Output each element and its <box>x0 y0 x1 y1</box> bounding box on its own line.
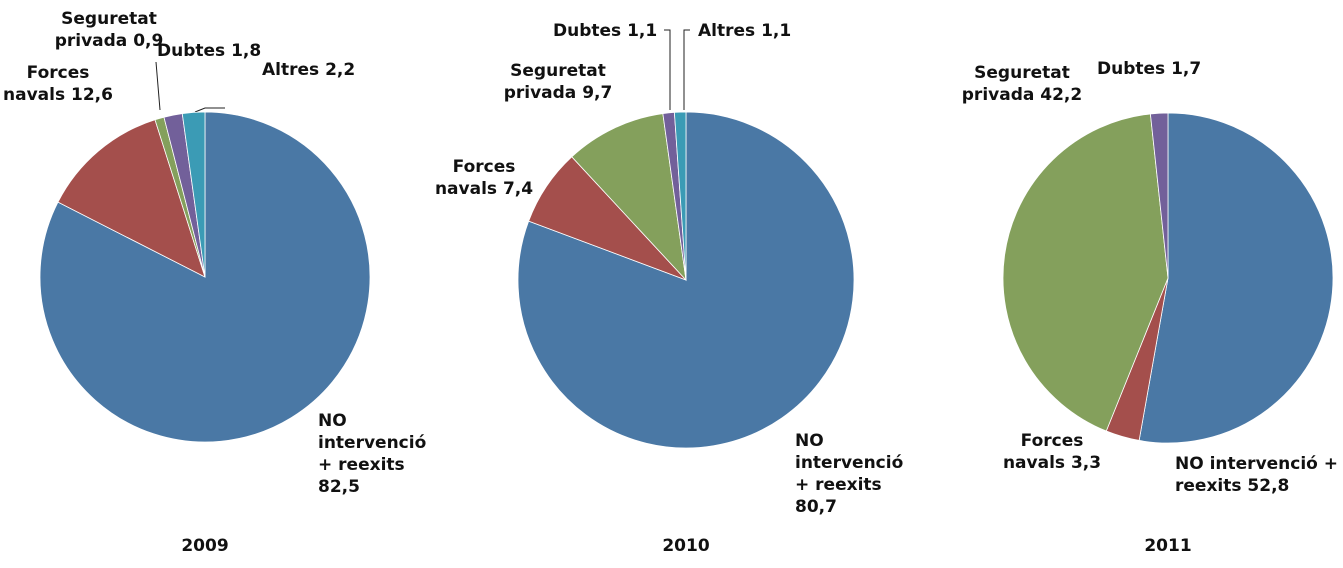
slice-label: Dubtes 1,7 <box>1097 58 1207 80</box>
slice-label: Forces navals 7,4 <box>428 156 540 200</box>
slice-value: 2,2 <box>325 60 356 80</box>
slice-category: Dubtes <box>157 41 226 61</box>
slice-label: Forces navals 12,6 <box>2 62 114 106</box>
slice-label: Seguretat privada 42,2 <box>954 62 1090 106</box>
leader-line <box>664 29 671 110</box>
slice-value: 52,8 <box>1247 476 1290 496</box>
slice-value: 0,9 <box>133 31 164 51</box>
pie-slice <box>1002 113 1169 432</box>
slice-value: 1,1 <box>627 21 658 41</box>
slice-label: NO intervenció + reexits 80,7 <box>795 430 903 518</box>
pie-slice <box>571 113 687 282</box>
slice-category: Seguretat privada <box>961 63 1070 105</box>
pie-slice <box>673 111 687 281</box>
slice-value: 1,8 <box>231 41 262 61</box>
slice-value: 1,1 <box>761 21 792 41</box>
slice-category: Dubtes <box>553 21 622 41</box>
slice-category: Seguretat privada <box>503 61 606 103</box>
slice-category: Dubtes <box>1097 59 1166 79</box>
leader-line <box>194 107 225 113</box>
chart-title: 2009 <box>181 536 229 556</box>
slice-label: Dubtes 1,1 <box>553 20 663 42</box>
slice-category: Forces navals <box>1002 431 1084 473</box>
slice-label: Seguretat privada 0,9 <box>50 8 168 52</box>
slice-category: NO intervenció + reexits <box>1175 454 1339 496</box>
chart-title: 2011 <box>1144 536 1192 556</box>
slice-category: Altres <box>698 21 756 41</box>
slice-category: NO intervenció + reexits <box>318 411 427 475</box>
pie-slice <box>1149 112 1169 279</box>
leader-lines <box>155 29 690 113</box>
slice-category: Forces navals <box>3 63 90 105</box>
slice-value: 9,7 <box>582 83 613 103</box>
slice-category: Forces navals <box>434 157 516 199</box>
slice-label: Altres 1,1 <box>698 20 808 42</box>
slice-value: 7,4 <box>502 179 534 199</box>
leader-line <box>683 29 690 110</box>
slice-label: Dubtes 1,8 <box>157 40 277 62</box>
slice-value: 80,7 <box>795 497 837 517</box>
slice-value: 1,7 <box>1171 59 1202 79</box>
slice-label: Seguretat privada 9,7 <box>496 60 620 104</box>
slice-category: NO intervenció + reexits <box>795 431 904 495</box>
slice-label: Altres 2,2 <box>262 59 382 81</box>
slice-label: NO intervenció + reexits 52,8 <box>1175 453 1343 497</box>
slice-label: NO intervenció + reexits 82,5 <box>318 410 446 498</box>
pie-slice <box>181 111 206 278</box>
pie-slice <box>1138 112 1334 444</box>
slice-category: Seguretat privada <box>54 9 157 51</box>
slice-value: 12,6 <box>71 85 113 105</box>
slice-category: Altres <box>262 60 320 80</box>
leader-line <box>155 61 161 111</box>
pie-slice <box>57 119 206 278</box>
slice-value: 42,2 <box>1040 85 1083 105</box>
slice-value: 82,5 <box>318 477 360 497</box>
chart-title: 2010 <box>662 536 710 556</box>
slice-value: 3,3 <box>1070 453 1102 473</box>
slice-label: Forces navals 3,3 <box>1000 430 1104 474</box>
